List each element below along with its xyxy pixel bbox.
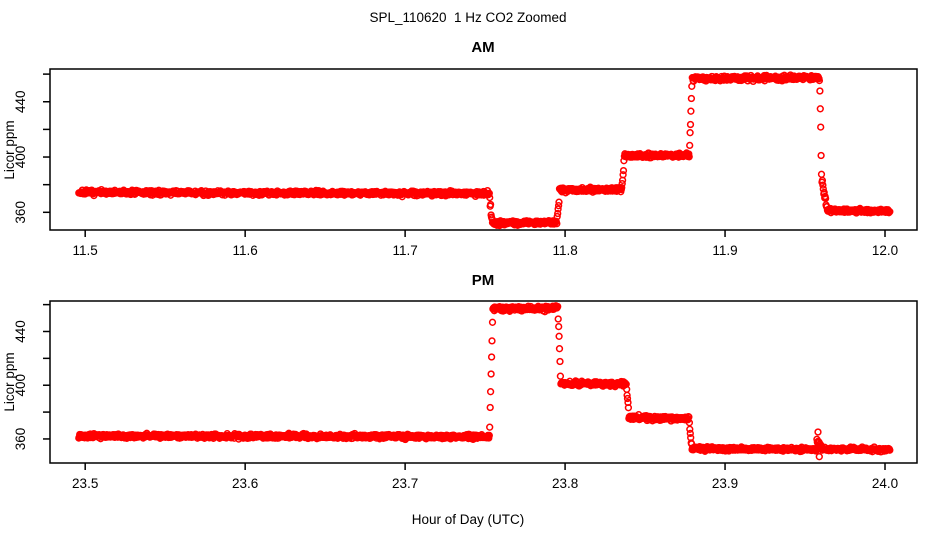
y-tick-label: 440 — [13, 320, 28, 343]
x-tick-label: 11.5 — [73, 243, 98, 258]
x-tick-label: 24.0 — [872, 476, 898, 491]
x-axis-label: Hour of Day (UTC) — [412, 512, 525, 527]
y-tick-label: 360 — [13, 428, 28, 451]
x-tick-label: 11.9 — [712, 243, 737, 258]
plot-box — [49, 68, 918, 231]
y-tick-label: 440 — [13, 90, 28, 113]
y-tick-label: 400 — [13, 374, 28, 397]
x-tick-label: 23.8 — [552, 476, 578, 491]
x-tick-label: 23.7 — [392, 476, 418, 491]
x-tick-label: 11.8 — [552, 243, 577, 258]
pm-plot-area: 23.5 23.6 23.7 23.8 23.9 24.0 360 400 440 — [13, 300, 918, 491]
pm-panel-title: PM — [472, 272, 495, 289]
x-tick-label: 12.0 — [872, 243, 898, 258]
am-plot-area: 11.5 11.6 11.7 11.8 11.9 12.0 360 400 440 — [13, 68, 918, 258]
data-points — [75, 302, 894, 461]
plot-box — [49, 300, 918, 464]
data-points — [75, 71, 894, 230]
am-panel-title: AM — [471, 39, 494, 56]
y-tick-label: 360 — [13, 201, 28, 224]
am-y-axis-label: Licor ppm — [2, 120, 17, 179]
am-panel: AM Licor ppm 11.5 11.6 11.7 11.8 11.9 12.0 360… — [2, 39, 918, 258]
x-tick-label: 11.6 — [233, 243, 258, 258]
x-tick-label: 23.9 — [712, 476, 738, 491]
pm-panel: PM Licor ppm 23.5 23.6 23.7 23.8 23.9 24.0 360… — [2, 272, 918, 491]
x-tick-label: 23.6 — [232, 476, 258, 491]
pm-y-axis-label: Licor ppm — [2, 352, 17, 411]
y-tick-label: 400 — [13, 146, 28, 169]
figure-title: SPL_110620 1 Hz CO2 Zoomed — [369, 10, 566, 25]
x-tick-label: 11.7 — [392, 243, 417, 258]
x-tick-label: 23.5 — [72, 476, 98, 491]
